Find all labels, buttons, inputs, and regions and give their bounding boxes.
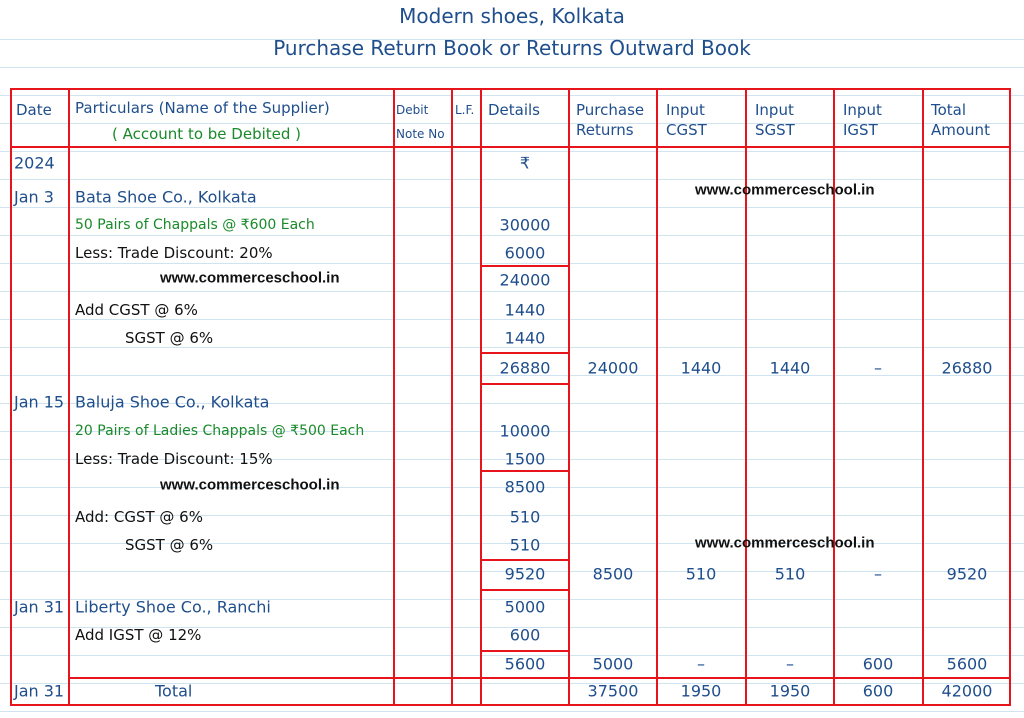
row-sgst: 510 [774,564,806,584]
row-date: 2024 [14,153,55,173]
subtotal-line [480,589,570,591]
row-igst: – [874,358,882,378]
row-total: 9520 [946,564,988,584]
row-details: 8500 [504,477,546,497]
row-particulars: Add IGST @ 12% [75,626,202,644]
book-subtitle: Purchase Return Book or Returns Outward … [273,36,751,60]
row-details: 1500 [504,449,546,469]
row-cgst: 510 [685,564,717,584]
row-particulars: Bata Shoe Co., Kolkata [75,187,257,207]
row-cgst: 1440 [680,358,722,378]
row-border [10,704,1011,706]
row-details: 6000 [504,243,546,263]
subtotal-line [480,650,570,652]
row-details: 1440 [504,328,546,348]
row-particulars: SGST @ 6% [125,536,214,554]
row-total: 5600 [946,654,988,674]
row-cgst: – [697,654,705,674]
watermark: www.commerceschool.in [160,476,340,494]
row-date: Jan 31 [14,597,65,617]
row-details: 24000 [499,270,551,290]
row-date: Jan 3 [14,187,54,207]
header-lf: L.F. [455,103,475,117]
row-particulars: SGST @ 6% [125,329,214,347]
row-igst: 600 [862,681,894,701]
col-border [656,88,658,706]
row-total: 26880 [941,358,993,378]
row-particulars: 50 Pairs of Chappals @ ₹600 Each [75,217,315,233]
watermark: www.commerceschool.in [695,534,875,552]
row-particulars: Less: Trade Discount: 15% [75,450,273,468]
col-border [451,88,453,706]
col-border [568,88,570,706]
header-details: Details [488,101,541,119]
col-border [393,88,395,706]
row-border [68,677,1011,679]
row-border [10,88,1011,90]
row-sgst: – [786,654,794,674]
row-total: 42000 [941,681,993,701]
row-purchase-returns: 37500 [587,681,639,701]
subtotal-line [480,383,570,385]
row-details: 10000 [499,421,551,441]
row-border [10,146,1011,148]
subtotal-line [480,559,570,561]
row-purchase-returns: 24000 [587,358,639,378]
row-details: 5000 [504,597,546,617]
row-details: 9520 [504,564,546,584]
subtotal-line [480,470,570,472]
row-sgst: 1950 [769,681,811,701]
header-input-igst: Input IGST [843,101,882,139]
row-date: Jan 31 [14,681,65,701]
row-igst: – [874,564,882,584]
row-details: 510 [509,507,541,527]
header-total-amount: Total Amount [931,101,990,139]
row-details: 600 [509,625,541,645]
row-particulars: Total [155,681,193,701]
row-details: 5600 [504,654,546,674]
row-igst: 600 [862,654,894,674]
header-particulars-sub: ( Account to be Debited ) [112,125,302,143]
col-border [10,88,12,706]
row-details: 510 [509,535,541,555]
subtotal-line [480,352,570,354]
row-cgst: 1950 [680,681,722,701]
header-input-sgst: Input SGST [755,101,795,139]
row-particulars: Less: Trade Discount: 20% [75,244,273,262]
row-date: Jan 15 [14,392,65,412]
row-particulars: Add CGST @ 6% [75,301,198,319]
row-sgst: 1440 [769,358,811,378]
row-details: 26880 [499,358,551,378]
row-details: ₹ [519,153,531,173]
col-border [833,88,835,706]
row-particulars: Baluja Shoe Co., Kolkata [75,392,270,412]
row-particulars: Add: CGST @ 6% [75,508,203,526]
col-border [480,88,482,706]
watermark: www.commerceschool.in [160,269,340,287]
watermark: www.commerceschool.in [695,181,875,199]
row-purchase-returns: 5000 [592,654,634,674]
row-particulars: Liberty Shoe Co., Ranchi [75,597,271,617]
row-details: 30000 [499,215,551,235]
col-border [68,88,70,706]
row-purchase-returns: 8500 [592,564,634,584]
subtotal-line [480,265,570,267]
col-border [922,88,924,706]
header-particulars: Particulars (Name of the Supplier) [75,99,330,117]
row-details: 1440 [504,300,546,320]
header-date: Date [16,101,52,119]
header-input-cgst: Input CGST [666,101,707,139]
header-debit-note: Debit Note No [396,103,445,141]
page-title: Modern shoes, Kolkata [399,4,625,28]
header-purchase-returns: Purchase Returns [576,101,645,139]
col-border [745,88,747,706]
row-particulars: 20 Pairs of Ladies Chappals @ ₹500 Each [75,423,365,439]
col-border [1009,88,1011,706]
